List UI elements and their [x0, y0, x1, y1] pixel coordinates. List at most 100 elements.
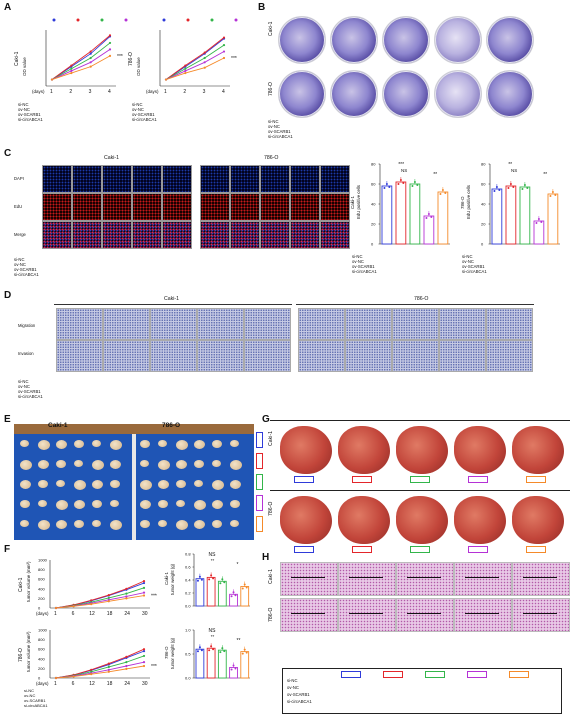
transwell-image	[197, 340, 244, 372]
cell-title-caki1: Caki-1	[104, 155, 119, 161]
colony-dish	[486, 16, 534, 64]
dot	[540, 221, 543, 223]
tumor-specimen	[194, 480, 203, 487]
y-tick-label: 1000	[38, 628, 48, 633]
treatment-legend-box: si-NC ov-NC ov-SCARB1 si-circABCA1	[282, 668, 562, 714]
data-point	[142, 648, 146, 651]
row-label-caki1: Caki-1	[268, 21, 274, 36]
data-point	[90, 599, 93, 602]
transwell-image	[392, 308, 439, 340]
y-axis-label: tumor volume (mm³)	[26, 631, 31, 672]
x-tick-label: 30	[142, 611, 148, 617]
fluorescence-image	[200, 165, 230, 193]
treatment-label: si-NC	[352, 254, 362, 259]
transwell-image	[244, 308, 291, 340]
cell-label: Caki-1	[18, 577, 24, 592]
tumor-specimen	[176, 480, 186, 488]
liver-specimen	[280, 496, 332, 544]
treatment-label: ov-SCARB1	[462, 264, 485, 269]
y-axis-label: OD value	[22, 57, 27, 76]
significance-label: **	[433, 172, 437, 178]
y-axis-label: EdU positive cells	[356, 185, 361, 219]
dot	[210, 574, 213, 577]
dot	[537, 218, 540, 220]
panel-label-g: G	[262, 414, 270, 425]
tumor-specimen	[56, 480, 65, 487]
fluorescence-image	[72, 193, 102, 221]
fluorescence-image	[132, 193, 162, 221]
tumor-specimen	[158, 480, 169, 489]
data-point	[90, 603, 93, 606]
dot	[498, 189, 501, 191]
fluorescence-image	[102, 221, 132, 249]
dot	[551, 191, 554, 193]
y-tick-label: 20	[481, 222, 486, 227]
dot	[399, 179, 402, 181]
y-tick-label: 60	[371, 182, 376, 187]
dot	[243, 583, 246, 586]
bar	[423, 215, 435, 245]
row-label-dapi: DAPI	[14, 176, 24, 181]
y-tick-label: 80	[371, 162, 376, 167]
significance-label: ***	[398, 162, 404, 168]
dot	[509, 183, 512, 185]
y-axis-label: OD value	[136, 57, 141, 76]
legend-marker	[124, 18, 128, 22]
cell-title-caki1: Caki-1	[164, 296, 179, 302]
legend-marker	[162, 18, 166, 22]
data-point	[107, 596, 110, 600]
legend-marker	[186, 18, 190, 22]
dot	[219, 582, 222, 585]
data-point	[125, 667, 128, 670]
dot	[230, 668, 233, 671]
significance-label: NS	[511, 168, 517, 173]
transwell-image	[392, 340, 439, 372]
y-tick-label: 400	[38, 656, 45, 661]
treatment-label: ov-NC	[132, 107, 144, 112]
significance-label: **	[543, 172, 547, 178]
tumor-specimen	[38, 520, 50, 530]
data-point	[184, 69, 187, 73]
dot	[549, 195, 552, 197]
tumor-specimen	[38, 460, 49, 469]
panel-label-d: D	[4, 290, 12, 301]
fluorescence-image	[200, 221, 230, 249]
bar	[206, 647, 216, 679]
dot	[523, 184, 526, 186]
tumor-specimen	[212, 460, 221, 467]
treatment-label: si-NC	[24, 688, 34, 693]
histology-image	[280, 562, 338, 596]
x-tick-label: 12	[89, 611, 95, 617]
dot	[198, 646, 201, 649]
legend-marker	[52, 18, 56, 22]
data-point	[125, 597, 128, 600]
dot	[208, 649, 211, 652]
x-tick-label: 1	[164, 89, 167, 95]
group-color-box	[410, 476, 430, 483]
y-tick-label: 40	[481, 202, 486, 207]
histology-image	[512, 562, 570, 596]
legend-marker	[76, 18, 80, 22]
x-tick-label: 2	[183, 89, 186, 95]
x-tick-label: 1	[54, 611, 57, 617]
dot	[245, 651, 248, 654]
x-tick-label: 3	[89, 89, 92, 95]
color-key-swatch	[256, 432, 263, 448]
bar	[395, 181, 407, 245]
transwell-image	[345, 340, 392, 372]
group-color-box	[410, 546, 430, 553]
fluorescence-image	[290, 165, 320, 193]
x-tick-label: 6	[72, 681, 75, 687]
y-tick-label: 600	[38, 647, 45, 652]
fluorescence-image	[162, 221, 192, 249]
x-axis-label: (days)	[32, 89, 45, 94]
fluorescence-image	[260, 165, 290, 193]
data-point	[222, 36, 226, 39]
fluorescence-image	[320, 165, 350, 193]
data-point	[89, 65, 92, 68]
bar	[437, 191, 449, 245]
histology-image	[396, 598, 454, 632]
tumor-specimen	[20, 480, 31, 489]
transwell-image	[103, 340, 150, 372]
scale-line	[465, 613, 499, 614]
